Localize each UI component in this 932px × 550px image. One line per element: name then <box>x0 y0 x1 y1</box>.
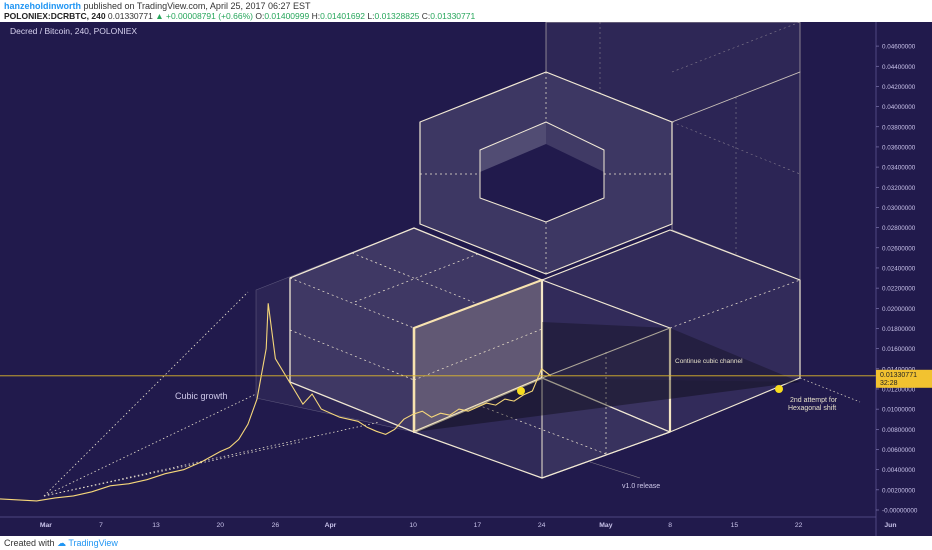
y-tick-label: 0.02400000 <box>882 265 916 272</box>
y-tick-label: -0.00000000 <box>882 508 918 515</box>
close-label: C: <box>421 11 431 21</box>
annotation-dot-target <box>775 385 783 393</box>
y-tick-label: 0.02000000 <box>882 306 916 313</box>
y-tick-label: 0.01600000 <box>882 346 916 353</box>
annotation-dot-now <box>517 387 525 395</box>
y-tick-label: 0.02800000 <box>882 225 916 232</box>
x-tick-label: 7 <box>99 522 103 529</box>
y-tick-label: 0.04000000 <box>882 104 916 111</box>
x-tick-label: 26 <box>272 522 280 529</box>
y-tick-label: 0.00800000 <box>882 427 916 434</box>
ohlc-legend: POLONIEX:DCRBTC, 240 0.01330771 ▲ +0.000… <box>4 11 475 21</box>
annotation-second-attempt-1: 2nd attempt for <box>790 397 838 404</box>
annotation-continue-channel: Continue cubic channel <box>675 358 743 365</box>
x-tick-label: 24 <box>538 522 546 529</box>
publish-text: published on TradingView.com, April 25, … <box>83 1 311 11</box>
annotation-second-attempt-2: Hexagonal shift <box>788 405 836 412</box>
low-value: 0.01328825 <box>374 11 420 21</box>
annotation-cubic-growth: Cubic growth <box>175 391 228 401</box>
publish-info: hanzeholdinworth published on TradingVie… <box>4 1 311 11</box>
y-tick-label: 0.04400000 <box>882 64 916 71</box>
y-tick-label: 0.04600000 <box>882 44 916 51</box>
price-axis[interactable]: 0.04600000 0.04400000 0.04200000 0.04000000… <box>875 22 918 536</box>
x-tick-label: 22 <box>795 522 803 529</box>
footer: Created with ☁ TradingView <box>0 536 932 550</box>
chart-title: Decred / Bitcoin, 240, POLONIEX <box>10 26 137 36</box>
x-tick-label: Mar <box>40 522 52 529</box>
y-tick-label: 0.00600000 <box>882 447 916 454</box>
y-tick-label: 0.00400000 <box>882 467 916 474</box>
y-tick-label: 0.03800000 <box>882 124 916 131</box>
publish-header: hanzeholdinworth published on TradingVie… <box>0 0 932 22</box>
y-tick-label: 0.01000000 <box>882 407 916 414</box>
author-link[interactable]: hanzeholdinworth <box>4 1 81 11</box>
open-value: 0.01400999 <box>264 11 310 21</box>
x-tick-label: 20 <box>217 522 225 529</box>
y-tick-label: 0.02600000 <box>882 245 916 252</box>
price-chart[interactable]: Decred / Bitcoin, 240, POLONIEX <box>0 22 932 536</box>
chart-area[interactable]: Decred / Bitcoin, 240, POLONIEX <box>0 22 932 536</box>
tradingview-logo-icon: ☁ <box>57 538 67 548</box>
y-tick-label: 0.02200000 <box>882 286 916 293</box>
current-price-tag: 0.01330771 32:28 <box>876 369 932 388</box>
y-tick-label: 0.03400000 <box>882 165 916 172</box>
countdown-value: 32:28 <box>880 380 898 387</box>
x-tick-label: 8 <box>668 522 672 529</box>
x-tick-label: Jun <box>884 522 896 529</box>
x-tick-label: 13 <box>152 522 160 529</box>
x-tick-label: 15 <box>731 522 739 529</box>
price-change: ▲ +0.00008791 (+0.66%) <box>155 11 253 21</box>
y-tick-label: 0.01800000 <box>882 326 916 333</box>
time-axis[interactable]: Mar 7 13 20 26 Apr 10 17 24 May 8 15 22 Jun <box>0 516 897 529</box>
y-tick-label: 0.01200000 <box>882 386 916 393</box>
x-tick-label: 17 <box>474 522 482 529</box>
price-series <box>0 303 552 502</box>
open-label: O: <box>255 11 265 21</box>
annotation-release: v1.0 release <box>622 483 660 490</box>
current-price-value: 0.01330771 <box>880 372 917 379</box>
high-label: H: <box>311 11 321 21</box>
low-label: L: <box>367 11 375 21</box>
x-tick-label: 10 <box>409 522 417 529</box>
y-tick-label: 0.00200000 <box>882 487 916 494</box>
high-value: 0.01401692 <box>320 11 366 21</box>
symbol-label: POLONIEX:DCRBTC, 240 <box>4 11 106 21</box>
x-tick-label: Apr <box>325 522 337 529</box>
geometry-drawings <box>43 22 861 497</box>
y-tick-label: 0.04200000 <box>882 84 916 91</box>
y-tick-label: 0.03600000 <box>882 144 916 151</box>
x-tick-label: May <box>599 522 612 529</box>
created-with-text: Created with <box>4 538 55 548</box>
tradingview-brand[interactable]: TradingView <box>68 538 118 548</box>
close-value: 0.01330771 <box>430 11 476 21</box>
last-price: 0.01330771 <box>107 11 153 21</box>
y-tick-label: 0.03200000 <box>882 185 916 192</box>
y-tick-label: 0.03000000 <box>882 205 916 212</box>
